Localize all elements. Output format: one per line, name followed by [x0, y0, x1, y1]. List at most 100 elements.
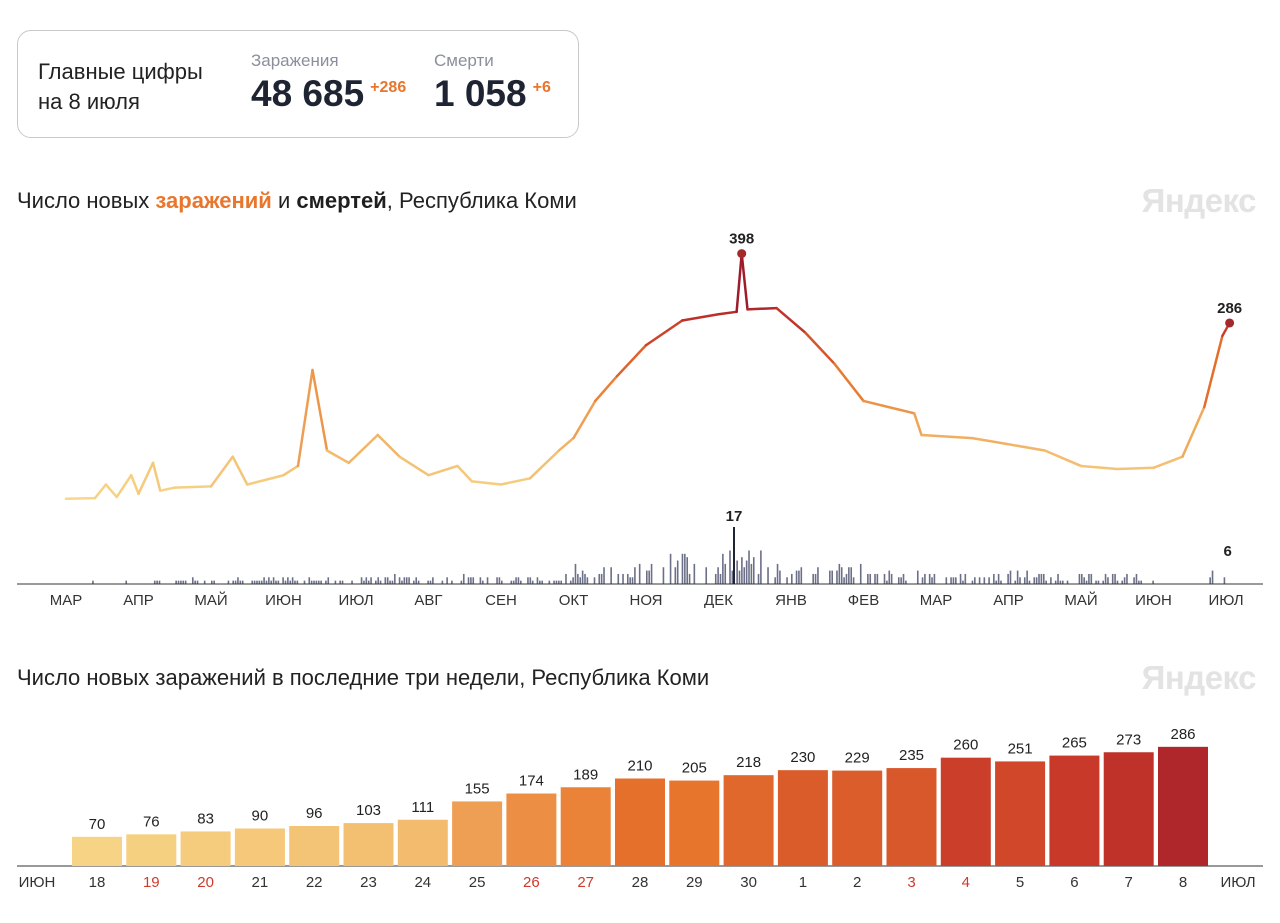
- month-label: АПР: [123, 592, 154, 609]
- brand-logo-top: Яндекс: [1141, 182, 1257, 219]
- weeks-bar-value: 111: [411, 799, 434, 816]
- infection-line-segment: [470, 480, 503, 486]
- death-bar: [743, 567, 746, 584]
- death-bar: [874, 573, 876, 584]
- death-bar: [1083, 577, 1085, 584]
- death-bar: [341, 580, 344, 584]
- death-peak-label: 17: [726, 508, 743, 525]
- death-bar: [950, 577, 952, 584]
- death-bar: [375, 580, 377, 584]
- death-bar: [408, 577, 410, 584]
- death-bar: [403, 577, 406, 584]
- death-bar: [1033, 577, 1036, 584]
- death-bar: [527, 577, 529, 584]
- deaths-delta: +6: [532, 79, 551, 96]
- death-bar: [351, 580, 353, 584]
- weeks-bar: [669, 780, 720, 866]
- deaths-label: Смерти: [434, 51, 494, 70]
- death-bar: [888, 570, 891, 584]
- death-bar: [1104, 573, 1107, 584]
- death-bar: [631, 577, 634, 584]
- death-bar: [1121, 580, 1124, 584]
- weeks-day-label: 26: [523, 874, 540, 891]
- death-bar: [498, 577, 501, 584]
- infection-line-segment: [681, 313, 720, 322]
- month-label: ЯНВ: [775, 592, 807, 609]
- death-bar: [774, 577, 776, 584]
- weeks-day-label: 7: [1125, 874, 1133, 891]
- death-bar: [748, 550, 750, 584]
- death-bar: [724, 563, 727, 584]
- death-bar: [156, 580, 158, 584]
- death-bar: [517, 577, 520, 584]
- main-chart-title-part3: и: [271, 188, 297, 213]
- death-bar: [831, 570, 834, 584]
- death-bar: [313, 580, 315, 584]
- death-bar: [512, 580, 515, 584]
- death-bar: [676, 560, 679, 584]
- weeks-bar: [126, 834, 177, 866]
- death-bar: [736, 560, 738, 584]
- weeks-day-label: 20: [197, 874, 214, 891]
- death-bar: [284, 580, 287, 584]
- death-bar: [1009, 570, 1012, 584]
- death-bar: [1042, 573, 1045, 584]
- death-bar: [303, 580, 306, 584]
- death-bar: [177, 580, 180, 584]
- death-bar: [510, 580, 513, 584]
- death-bar: [275, 580, 277, 584]
- weeks-bar: [72, 836, 122, 866]
- weeks-bar: [560, 787, 611, 866]
- infection-line-segment: [833, 362, 865, 403]
- death-bar: [541, 580, 544, 584]
- death-bar: [462, 573, 465, 584]
- weeks-bar-value: 265: [1062, 735, 1087, 752]
- infections-value: 48 685: [251, 73, 365, 114]
- death-bar: [256, 580, 258, 584]
- death-bar: [829, 570, 831, 584]
- month-label: МАЙ: [194, 591, 227, 609]
- weeks-bar-value: 286: [1170, 726, 1195, 743]
- death-bar: [767, 567, 769, 584]
- death-bar: [852, 577, 855, 584]
- death-bar: [441, 580, 444, 584]
- weeks-bar: [886, 768, 937, 866]
- death-bar: [598, 573, 601, 584]
- death-bar: [536, 577, 539, 584]
- death-bar: [520, 580, 522, 584]
- death-bar: [386, 577, 389, 584]
- weeks-bar-value: 230: [790, 749, 815, 766]
- death-bar: [182, 580, 185, 584]
- weeks-bar-value: 235: [899, 747, 924, 764]
- death-bar: [1223, 577, 1226, 584]
- main-chart-title-part5: , Республика Коми: [386, 188, 577, 213]
- death-bar: [1000, 580, 1002, 584]
- weeks-bar-value: 273: [1116, 731, 1141, 748]
- death-bar: [486, 577, 489, 584]
- infection-line-segment: [594, 374, 619, 403]
- infection-line-segment: [282, 464, 300, 477]
- death-bar: [1007, 573, 1009, 584]
- death-bar: [622, 573, 624, 584]
- death-bar: [714, 573, 717, 584]
- weeks-day-label: 4: [962, 874, 970, 891]
- weeks-bar-value: 90: [252, 808, 269, 825]
- death-bar: [310, 580, 313, 584]
- infection-annotation-label: 398: [729, 231, 754, 248]
- death-bar: [191, 577, 194, 584]
- summary-title: Главные цифры на 8 июля: [38, 57, 203, 117]
- death-bar: [1016, 570, 1019, 584]
- death-bar: [974, 577, 976, 584]
- death-bar: [180, 580, 182, 584]
- weeks-day-label: 28: [632, 874, 649, 891]
- death-bar: [579, 577, 582, 584]
- infection-line-segment: [209, 455, 234, 488]
- death-bar: [194, 580, 196, 584]
- death-bar: [1014, 580, 1017, 584]
- death-bar: [798, 570, 800, 584]
- death-bar: [1061, 580, 1064, 584]
- death-bar: [398, 577, 401, 584]
- death-bar: [1152, 580, 1154, 584]
- death-bar: [850, 567, 853, 584]
- weeks-day-label: 30: [740, 874, 757, 891]
